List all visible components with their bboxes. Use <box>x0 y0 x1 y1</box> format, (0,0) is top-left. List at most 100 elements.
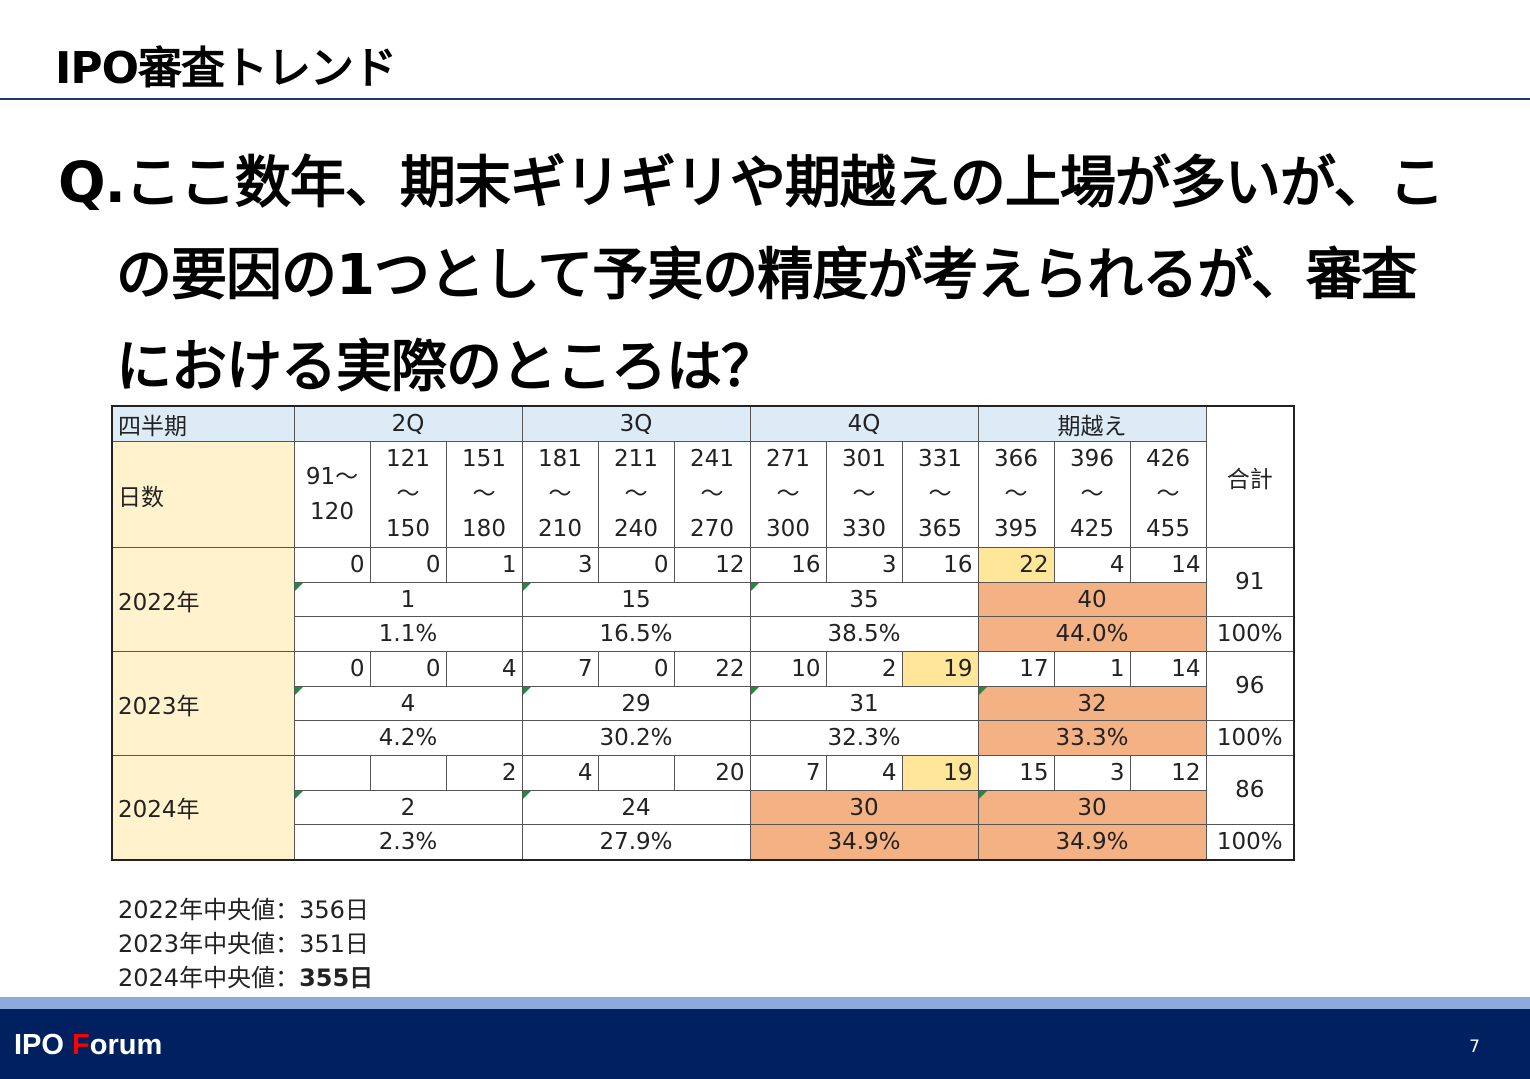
count-cell: 22 <box>673 651 751 687</box>
count-cell: 10 <box>749 651 827 687</box>
total-pct-cell: 100% <box>1205 616 1295 652</box>
quarter-total-cell-highlight: 30 <box>977 790 1207 825</box>
median-notes: 2022年中央値：356日 2023年中央値：351日 2024年中央値：355… <box>118 893 373 995</box>
count-cell-highlight: 19 <box>901 651 979 687</box>
count-cell-highlight: 22 <box>977 547 1055 583</box>
median-2024-value: 355日 <box>299 964 374 992</box>
days-range-cell: 241 ～ 270 <box>673 441 751 548</box>
days-range-cell: 366 ～ 395 <box>977 441 1055 548</box>
count-cell: 16 <box>749 547 827 583</box>
days-range-cell: 426 ～ 455 <box>1129 441 1207 548</box>
question-line-2: の要因の1つとして予実の精度が考えられるが、審査 <box>116 243 1417 308</box>
count-cell: 4 <box>825 755 903 791</box>
ipo-review-days-table: 四半期 2Q 3Q 4Q 期越え 合計 日数 91～ 120 121 ～ 150 15… <box>111 405 1295 861</box>
quarter-total-cell-highlight: 40 <box>977 582 1207 617</box>
count-cell: 3 <box>825 547 903 583</box>
year-total-2022: 91 <box>1205 547 1295 617</box>
days-header-row: 日数 91～ 120 121 ～ 150 151 ～ 180 181 ～ 210 211 ～ 24… <box>111 441 1294 548</box>
table-row: 2023年 0 0 4 7 0 22 10 2 19 17 1 14 96 <box>111 651 1295 756</box>
quarter-total-cell: 2 <box>293 790 523 825</box>
count-cell: 12 <box>1129 755 1207 791</box>
count-cell: 16 <box>901 547 979 583</box>
brand-logo: IPO Forum <box>14 1029 163 1061</box>
table-row: 4 29 31 32 <box>112 686 1294 721</box>
quarter-total-cell: 35 <box>749 582 979 617</box>
median-2023: 2023年中央値：351日 <box>118 930 369 958</box>
count-cell: 3 <box>521 547 599 583</box>
quarter-header-2q: 2Q <box>293 405 523 442</box>
quarter-pct-cell: 32.3% <box>749 720 979 756</box>
quarter-header-3q: 3Q <box>521 405 751 442</box>
question-text: Q.ここ数年、期末ギリギリや期越えの上場が多いが、こ の要因の1つとして予実の精… <box>58 138 1498 414</box>
median-2024-label: 2024年中央値： <box>118 964 300 992</box>
days-label-cell: 日数 <box>111 441 295 548</box>
table-row: 2.3% 27.9% 34.9% 34.9% 100% <box>112 824 1295 860</box>
quarter-header-beyond: 期越え <box>977 405 1207 442</box>
year-label-2022: 2022年 <box>111 547 295 652</box>
count-cell: 0 <box>369 547 447 583</box>
count-cell: 7 <box>521 651 599 687</box>
median-2024: 2024年中央値：355日 <box>118 961 373 995</box>
quarter-pct-cell: 4.2% <box>293 720 523 756</box>
quarter-pct-cell: 30.2% <box>521 720 751 756</box>
quarter-pct-cell: 16.5% <box>521 616 751 652</box>
year-total-2024: 86 <box>1205 755 1295 825</box>
year-total-2023: 96 <box>1205 651 1295 721</box>
page-title: IPO審査トレンド <box>55 43 397 94</box>
days-range-cell: 396 ～ 425 <box>1053 441 1131 548</box>
quarter-total-cell-highlight: 30 <box>749 790 979 825</box>
quarter-total-cell: 31 <box>749 686 979 721</box>
count-cell: 3 <box>1053 755 1131 791</box>
quarter-total-cell: 24 <box>521 790 751 825</box>
quarter-pct-cell-highlight: 34.9% <box>977 824 1207 860</box>
days-range-cell: 331 ～ 365 <box>901 441 979 548</box>
quarter-pct-cell: 1.1% <box>293 616 523 652</box>
count-cell: 12 <box>673 547 751 583</box>
count-cell: 4 <box>1053 547 1131 583</box>
count-cell: 20 <box>673 755 751 791</box>
days-range-cell: 151 ～ 180 <box>445 441 523 548</box>
quarter-pct-cell: 27.9% <box>521 824 751 860</box>
count-cell: 0 <box>597 651 675 687</box>
count-cell: 0 <box>293 547 371 583</box>
count-cell <box>369 755 447 791</box>
quarter-pct-cell-highlight: 44.0% <box>977 616 1207 652</box>
count-cell: 17 <box>977 651 1055 687</box>
table-row: 2024年 2 4 20 7 4 19 15 3 12 86 <box>111 755 1295 860</box>
quarter-pct-cell-highlight: 33.3% <box>977 720 1207 756</box>
count-cell: 2 <box>825 651 903 687</box>
total-pct-cell: 100% <box>1205 720 1295 756</box>
quarter-total-cell: 1 <box>293 582 523 617</box>
count-cell: 1 <box>1053 651 1131 687</box>
table-row: 1 15 35 40 <box>112 582 1294 617</box>
count-cell-highlight: 19 <box>901 755 979 791</box>
footer-bar: IPO Forum 7 <box>0 1009 1530 1079</box>
median-2022: 2022年中央値：356日 <box>118 896 369 924</box>
year-label-2023: 2023年 <box>111 651 295 756</box>
total-header-cell: 合計 <box>1205 405 1295 548</box>
table-row: 2022年 0 0 1 3 0 12 16 3 16 22 4 14 91 <box>111 547 1295 652</box>
quarter-pct-cell-highlight: 34.9% <box>749 824 979 860</box>
days-range-cell: 301 ～ 330 <box>825 441 903 548</box>
footer-accent-band <box>0 997 1530 1009</box>
quarter-total-cell: 15 <box>521 582 751 617</box>
count-cell <box>293 755 371 791</box>
table-row: 1.1% 16.5% 38.5% 44.0% 100% <box>112 616 1295 652</box>
total-pct-cell: 100% <box>1205 824 1295 860</box>
count-cell: 1 <box>445 547 523 583</box>
days-range-cell: 91～ 120 <box>293 441 371 548</box>
count-cell: 0 <box>597 547 675 583</box>
count-cell: 0 <box>369 651 447 687</box>
count-cell: 4 <box>521 755 599 791</box>
question-line-1: Q.ここ数年、期末ギリギリや期越えの上場が多いが、こ <box>58 151 1445 216</box>
count-cell: 14 <box>1129 547 1207 583</box>
header-divider <box>0 98 1530 100</box>
days-range-cell: 181 ～ 210 <box>521 441 599 548</box>
days-range-cell: 271 ～ 300 <box>749 441 827 548</box>
quarter-pct-cell: 2.3% <box>293 824 523 860</box>
quarter-header-4q: 4Q <box>749 405 979 442</box>
count-cell: 7 <box>749 755 827 791</box>
count-cell: 0 <box>293 651 371 687</box>
quarter-header-row: 四半期 2Q 3Q 4Q 期越え 合計 <box>111 405 1295 548</box>
quarter-total-cell: 4 <box>293 686 523 721</box>
